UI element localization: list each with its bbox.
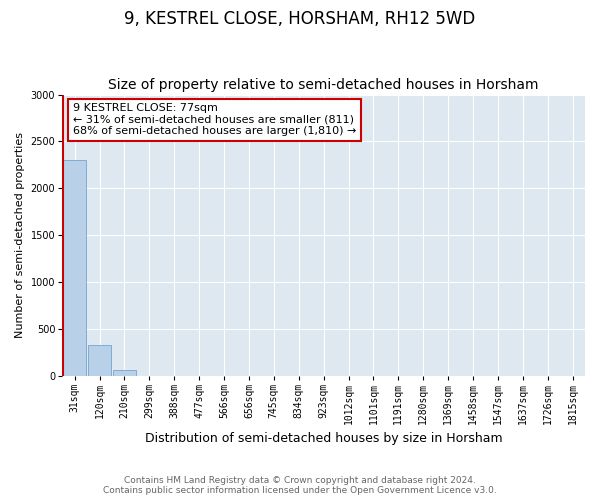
- Title: Size of property relative to semi-detached houses in Horsham: Size of property relative to semi-detach…: [109, 78, 539, 92]
- Y-axis label: Number of semi-detached properties: Number of semi-detached properties: [15, 132, 25, 338]
- Bar: [64, 160, 86, 376]
- X-axis label: Distribution of semi-detached houses by size in Horsham: Distribution of semi-detached houses by …: [145, 432, 502, 445]
- Text: 9, KESTREL CLOSE, HORSHAM, RH12 5WD: 9, KESTREL CLOSE, HORSHAM, RH12 5WD: [124, 10, 476, 28]
- Bar: [113, 370, 136, 376]
- Text: 9 KESTREL CLOSE: 77sqm
← 31% of semi-detached houses are smaller (811)
68% of se: 9 KESTREL CLOSE: 77sqm ← 31% of semi-det…: [73, 103, 356, 136]
- Text: Contains HM Land Registry data © Crown copyright and database right 2024.
Contai: Contains HM Land Registry data © Crown c…: [103, 476, 497, 495]
- Bar: [88, 344, 111, 376]
